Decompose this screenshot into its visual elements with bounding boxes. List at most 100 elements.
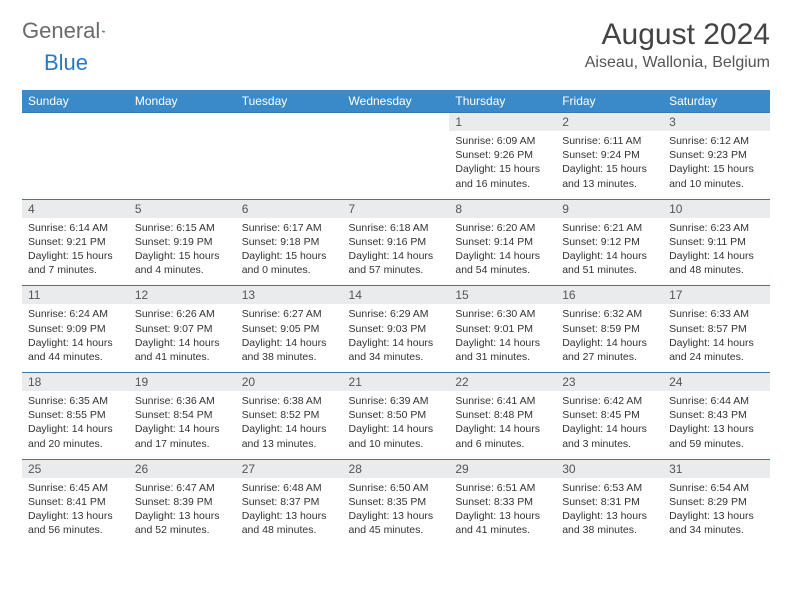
daylight-line: Daylight: 14 hours and 3 minutes. (562, 422, 657, 450)
daylight-line: Daylight: 14 hours and 51 minutes. (562, 249, 657, 277)
day-info-cell: Sunrise: 6:45 AMSunset: 8:41 PMDaylight:… (22, 478, 129, 546)
col-sun: Sunday (22, 90, 129, 113)
day-info-cell: Sunrise: 6:51 AMSunset: 8:33 PMDaylight:… (449, 478, 556, 546)
sunset-line: Sunset: 8:31 PM (562, 495, 657, 509)
daylight-line: Daylight: 14 hours and 48 minutes. (669, 249, 764, 277)
daylight-line: Daylight: 15 hours and 7 minutes. (28, 249, 123, 277)
daylight-line: Daylight: 13 hours and 41 minutes. (455, 509, 550, 537)
daylight-line: Daylight: 15 hours and 4 minutes. (135, 249, 230, 277)
day-number-cell: 10 (663, 199, 770, 218)
sunrise-line: Sunrise: 6:45 AM (28, 481, 123, 495)
day-number-cell: 2 (556, 113, 663, 132)
sunset-line: Sunset: 8:35 PM (349, 495, 444, 509)
day-number-cell: 21 (343, 373, 450, 392)
day-info-cell: Sunrise: 6:50 AMSunset: 8:35 PMDaylight:… (343, 478, 450, 546)
daynum-row: 11121314151617 (22, 286, 770, 305)
sunrise-line: Sunrise: 6:32 AM (562, 307, 657, 321)
day-info-cell: Sunrise: 6:48 AMSunset: 8:37 PMDaylight:… (236, 478, 343, 546)
sunset-line: Sunset: 9:05 PM (242, 322, 337, 336)
sunrise-line: Sunrise: 6:12 AM (669, 134, 764, 148)
day-info-cell (236, 131, 343, 199)
sunset-line: Sunset: 9:23 PM (669, 148, 764, 162)
daylight-line: Daylight: 14 hours and 27 minutes. (562, 336, 657, 364)
col-sat: Saturday (663, 90, 770, 113)
day-number-cell: 18 (22, 373, 129, 392)
day-info-cell: Sunrise: 6:15 AMSunset: 9:19 PMDaylight:… (129, 218, 236, 286)
daylight-line: Daylight: 14 hours and 38 minutes. (242, 336, 337, 364)
sunrise-line: Sunrise: 6:41 AM (455, 394, 550, 408)
day-info-cell: Sunrise: 6:27 AMSunset: 9:05 PMDaylight:… (236, 304, 343, 372)
sunrise-line: Sunrise: 6:26 AM (135, 307, 230, 321)
day-number-cell: 1 (449, 113, 556, 132)
daylight-line: Daylight: 13 hours and 38 minutes. (562, 509, 657, 537)
day-info-cell: Sunrise: 6:36 AMSunset: 8:54 PMDaylight:… (129, 391, 236, 459)
daynum-row: 18192021222324 (22, 373, 770, 392)
sunrise-line: Sunrise: 6:09 AM (455, 134, 550, 148)
day-info-cell: Sunrise: 6:26 AMSunset: 9:07 PMDaylight:… (129, 304, 236, 372)
weekday-header-row: Sunday Monday Tuesday Wednesday Thursday… (22, 90, 770, 113)
info-row: Sunrise: 6:45 AMSunset: 8:41 PMDaylight:… (22, 478, 770, 546)
logo-word2: Blue (44, 50, 88, 75)
day-info-cell: Sunrise: 6:54 AMSunset: 8:29 PMDaylight:… (663, 478, 770, 546)
day-info-cell: Sunrise: 6:24 AMSunset: 9:09 PMDaylight:… (22, 304, 129, 372)
sunset-line: Sunset: 8:37 PM (242, 495, 337, 509)
day-info-cell: Sunrise: 6:20 AMSunset: 9:14 PMDaylight:… (449, 218, 556, 286)
sunset-line: Sunset: 8:43 PM (669, 408, 764, 422)
sunrise-line: Sunrise: 6:47 AM (135, 481, 230, 495)
day-info-cell: Sunrise: 6:44 AMSunset: 8:43 PMDaylight:… (663, 391, 770, 459)
daylight-line: Daylight: 15 hours and 10 minutes. (669, 162, 764, 190)
day-info-cell: Sunrise: 6:35 AMSunset: 8:55 PMDaylight:… (22, 391, 129, 459)
sunrise-line: Sunrise: 6:27 AM (242, 307, 337, 321)
day-info-cell: Sunrise: 6:18 AMSunset: 9:16 PMDaylight:… (343, 218, 450, 286)
info-row: Sunrise: 6:24 AMSunset: 9:09 PMDaylight:… (22, 304, 770, 372)
sunset-line: Sunset: 8:48 PM (455, 408, 550, 422)
sunrise-line: Sunrise: 6:38 AM (242, 394, 337, 408)
sunrise-line: Sunrise: 6:35 AM (28, 394, 123, 408)
day-number-cell: 27 (236, 459, 343, 478)
daylight-line: Daylight: 15 hours and 13 minutes. (562, 162, 657, 190)
day-number-cell (22, 113, 129, 132)
day-number-cell: 28 (343, 459, 450, 478)
sunrise-line: Sunrise: 6:21 AM (562, 221, 657, 235)
day-number-cell: 19 (129, 373, 236, 392)
day-number-cell: 31 (663, 459, 770, 478)
sunset-line: Sunset: 8:57 PM (669, 322, 764, 336)
sunrise-line: Sunrise: 6:33 AM (669, 307, 764, 321)
day-info-cell: Sunrise: 6:41 AMSunset: 8:48 PMDaylight:… (449, 391, 556, 459)
day-info-cell: Sunrise: 6:23 AMSunset: 9:11 PMDaylight:… (663, 218, 770, 286)
daylight-line: Daylight: 14 hours and 31 minutes. (455, 336, 550, 364)
sunrise-line: Sunrise: 6:15 AM (135, 221, 230, 235)
sunrise-line: Sunrise: 6:50 AM (349, 481, 444, 495)
col-thu: Thursday (449, 90, 556, 113)
day-number-cell: 3 (663, 113, 770, 132)
sunset-line: Sunset: 9:26 PM (455, 148, 550, 162)
day-number-cell: 16 (556, 286, 663, 305)
info-row: Sunrise: 6:35 AMSunset: 8:55 PM Daylight:… (22, 391, 770, 459)
sunset-line: Sunset: 8:29 PM (669, 495, 764, 509)
day-info-cell: Sunrise: 6:30 AMSunset: 9:01 PMDaylight:… (449, 304, 556, 372)
col-tue: Tuesday (236, 90, 343, 113)
day-number-cell: 11 (22, 286, 129, 305)
daylight-line: Daylight: 14 hours and 41 minutes. (135, 336, 230, 364)
day-info-cell: Sunrise: 6:32 AMSunset: 8:59 PMDaylight:… (556, 304, 663, 372)
day-info-cell: Sunrise: 6:53 AMSunset: 8:31 PMDaylight:… (556, 478, 663, 546)
sunset-line: Sunset: 8:45 PM (562, 408, 657, 422)
day-number-cell: 22 (449, 373, 556, 392)
col-fri: Friday (556, 90, 663, 113)
daylight-line: Daylight: 15 hours and 16 minutes. (455, 162, 550, 190)
day-info-cell: Sunrise: 6:09 AMSunset: 9:26 PMDaylight:… (449, 131, 556, 199)
info-row: Sunrise: 6:14 AMSunset: 9:21 PMDaylight:… (22, 218, 770, 286)
sunrise-line: Sunrise: 6:51 AM (455, 481, 550, 495)
day-info-cell (22, 131, 129, 199)
day-number-cell: 12 (129, 286, 236, 305)
day-number-cell: 24 (663, 373, 770, 392)
day-number-cell: 6 (236, 199, 343, 218)
sunrise-line: Sunrise: 6:42 AM (562, 394, 657, 408)
sunset-line: Sunset: 8:55 PM (28, 408, 123, 422)
sunset-line: Sunset: 9:18 PM (242, 235, 337, 249)
day-number-cell (129, 113, 236, 132)
day-number-cell: 25 (22, 459, 129, 478)
day-number-cell: 4 (22, 199, 129, 218)
daylight-line: Daylight: 14 hours and 24 minutes. (669, 336, 764, 364)
daylight-line: Daylight: 14 hours and 6 minutes. (455, 422, 550, 450)
